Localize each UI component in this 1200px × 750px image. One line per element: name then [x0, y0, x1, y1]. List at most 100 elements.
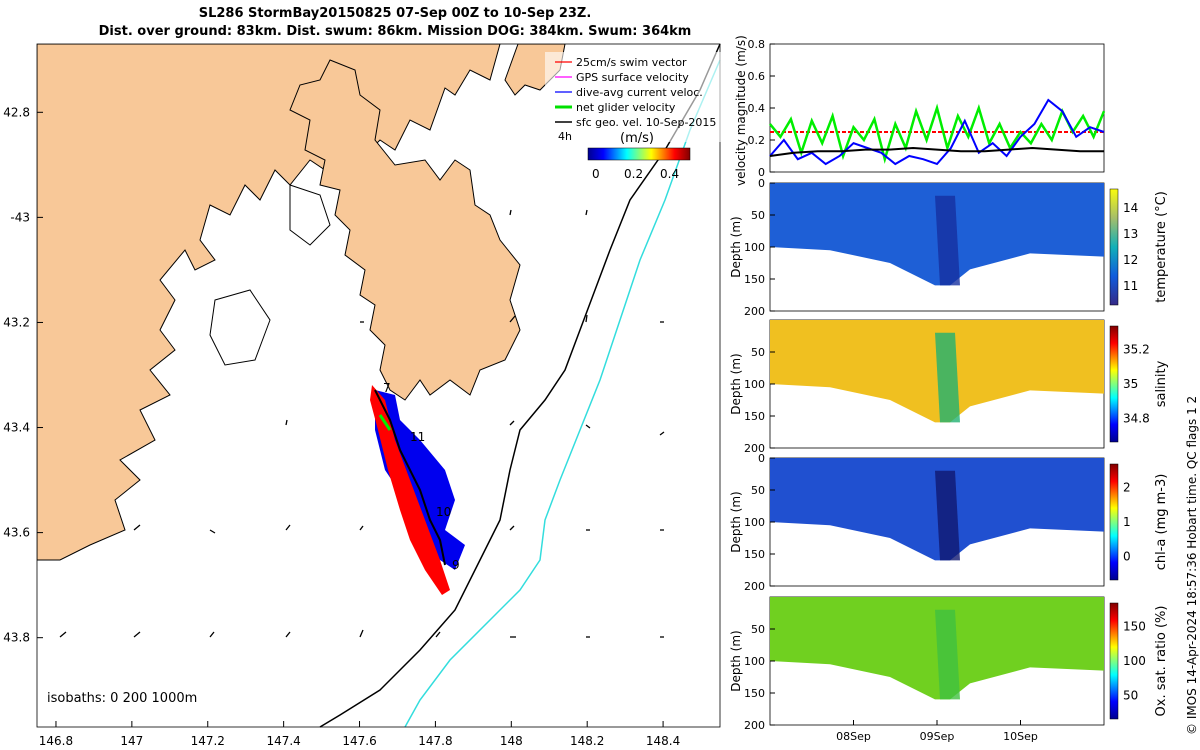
section-y-tick-label: 0: [758, 452, 765, 465]
velocity-y-tick-label: 0.2: [748, 134, 766, 147]
section-colorbar-tick: 1: [1123, 515, 1131, 529]
map-legend: 25cm/s swim vector GPS surface velocity …: [545, 52, 725, 143]
map-land: [37, 44, 566, 561]
section-colorbar-tick: 150: [1123, 619, 1146, 633]
section-colorbar-tick: 35: [1123, 377, 1138, 391]
map-x-tick-label: 148.4: [646, 734, 680, 748]
section-y-tick-label: 150: [744, 687, 765, 700]
section-colorbar: [1109, 602, 1119, 720]
velocity-series-line: [769, 98, 1105, 166]
section-core-feature: [935, 470, 960, 561]
map-y-tick-label: 43.6: [3, 526, 30, 540]
time-tick-label: 10Sep: [1003, 730, 1038, 743]
section-ylabel: Depth (m): [729, 630, 743, 691]
section-colorbar: [1109, 188, 1119, 306]
legend-gps-velocity: GPS surface velocity: [576, 71, 689, 84]
map-y-tick-label: 43.2: [3, 315, 30, 329]
section-y-tick-label: 100: [744, 516, 765, 529]
section-colorbar-tick: 2: [1123, 480, 1131, 494]
section-colorbar-label: temperature (°C): [1154, 191, 1169, 303]
map-x-axis: 146.8 147 147.2 147.4 147.6 147.8 148 148.2 148.…: [39, 721, 680, 748]
section-core-feature: [935, 195, 960, 286]
map-y-tick-label: 42.8: [3, 105, 30, 119]
map-y-tick-label: 43.4: [3, 421, 30, 435]
map-y-tick-label: 43.8: [3, 631, 30, 645]
chart-title-line2: Dist. over ground: 83km. Dist. swum: 86k…: [98, 24, 692, 39]
section-core-feature: [935, 609, 960, 700]
velocity-series-line: [769, 146, 1104, 157]
day-label-10: 10: [436, 505, 451, 519]
day-label-11: 11: [410, 430, 425, 444]
section-panel: 50 100 150 200 Depth (m) 50 100 150 Ox. sat. rat…: [729, 596, 1169, 732]
section-panel: 0 50 100 150 200 Depth (m) 0 1 2 chl-a (mg m-3): [729, 452, 1169, 593]
legend-4h-label: 4h: [558, 130, 572, 143]
velocity-ylabel: velocity magnitude (m/s): [734, 35, 748, 186]
section-colorbar: [1109, 325, 1119, 443]
map-y-axis: 42.8 -43 43.2 43.4 43.6 43.8: [3, 105, 43, 645]
section-panel: 50 100 150 200 Depth (m) 34.8 35 35.2 salinity: [729, 319, 1169, 455]
velocity-panel: 0 0.2 0.4 0.6 0.8 velocity magnitude (m/s): [734, 35, 1106, 186]
section-y-tick-label: 200: [744, 719, 765, 732]
legend-sfc-geo-velocity: sfc geo. vel. 10-Sep-2015: [576, 116, 716, 129]
isobaths-label: isobaths: 0 200 1000m: [47, 691, 197, 706]
section-colorbar-tick: 13: [1123, 227, 1138, 241]
section-ylabel: Depth (m): [729, 216, 743, 277]
map-x-tick-label: 147.6: [342, 734, 376, 748]
map-x-tick-label: 147: [120, 734, 143, 748]
time-tick-label: 08Sep: [836, 730, 871, 743]
velocity-y-tick-label: 0.6: [748, 70, 766, 83]
map-x-tick-label: 147.8: [418, 734, 452, 748]
section-core-feature: [935, 332, 960, 423]
glider-track: [370, 385, 465, 595]
section-y-tick-label: 150: [744, 273, 765, 286]
map-x-tick-label: 146.8: [39, 734, 73, 748]
section-y-tick-label: 200: [744, 442, 765, 455]
map-y-tick-label: -43: [10, 210, 30, 224]
section-panel: 0 50 100 150 200 Depth (m) 11 12 13 14 temperature…: [729, 177, 1169, 318]
time-tick-label: 09Sep: [920, 730, 955, 743]
velocity-y-axis: 0 0.2 0.4 0.6 0.8: [748, 38, 775, 179]
section-y-tick-label: 50: [751, 623, 765, 636]
time-axis: 08Sep 09Sep 10Sep: [836, 720, 1038, 743]
section-data-field: [770, 183, 1104, 286]
section-ylabel: Depth (m): [729, 353, 743, 414]
day-label-7: 7: [383, 381, 391, 395]
section-colorbar-label: chl-a (mg m-3): [1154, 474, 1169, 571]
section-colorbar-tick: 11: [1123, 279, 1138, 293]
section-colorbar-tick: 100: [1123, 654, 1146, 668]
section-colorbar-tick: 0: [1123, 550, 1131, 564]
geo-velocity-arrows: [59, 209, 665, 638]
map-x-tick-label: 147.2: [191, 734, 225, 748]
map-colorbar: (m/s) 0 0.2 0.4: [587, 131, 691, 181]
colorbar-label: (m/s): [620, 131, 654, 146]
colorbar-tick-0: 0: [592, 167, 600, 181]
colorbar-tick-02: 0.2: [624, 167, 643, 181]
section-colorbar: [1109, 463, 1119, 581]
legend-net-glider-velocity: net glider velocity: [576, 101, 676, 114]
section-y-tick-label: 50: [751, 346, 765, 359]
section-y-tick-label: 0: [758, 177, 765, 190]
map-x-tick-label: 147.4: [266, 734, 300, 748]
section-ylabel: Depth (m): [729, 491, 743, 552]
section-y-tick-label: 100: [744, 378, 765, 391]
section-colorbar-tick: 34.8: [1123, 412, 1150, 426]
velocity-series: [769, 98, 1106, 166]
section-colorbar-tick: 35.2: [1123, 342, 1150, 356]
legend-swim-vector: 25cm/s swim vector: [576, 56, 687, 69]
velocity-y-tick-label: 0.8: [748, 38, 766, 51]
section-y-tick-label: 50: [751, 484, 765, 497]
section-colorbar-tick: 50: [1123, 689, 1138, 703]
section-y-tick-label: 100: [744, 241, 765, 254]
section-colorbar-label: Ox. sat. ratio (%): [1154, 606, 1169, 717]
velocity-y-tick-label: 0.4: [748, 102, 766, 115]
section-colorbar-label: salinity: [1154, 360, 1169, 407]
map-x-tick-label: 148: [500, 734, 523, 748]
map-x-tick-label: 148.2: [570, 734, 604, 748]
section-y-tick-label: 200: [744, 580, 765, 593]
section-y-tick-label: 150: [744, 410, 765, 423]
day-label-9: 9: [452, 558, 460, 572]
velocity-series-line: [769, 103, 1106, 164]
section-data-field: [770, 458, 1104, 561]
velocity-y-tick-label: 0: [758, 166, 765, 179]
